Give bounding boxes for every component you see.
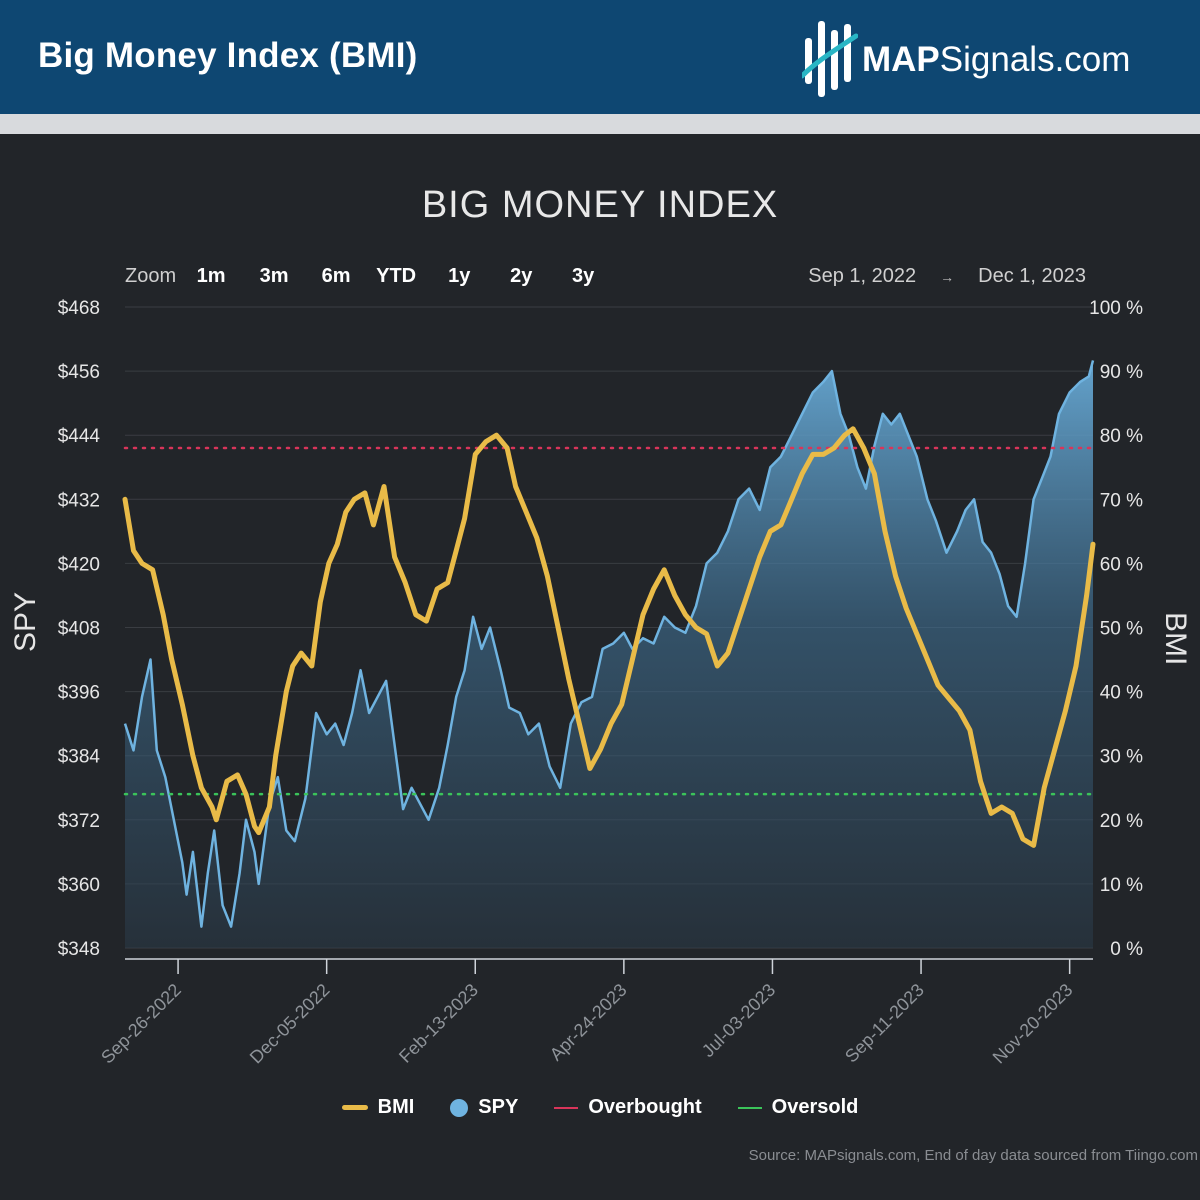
range-start-input[interactable]: Sep 1, 2022 [808, 265, 917, 287]
source-note: Source: MAPsignals.com, End of day data … [748, 1147, 1198, 1164]
date-range-selector: Sep 1, 2022 → Dec 1, 2023 [808, 265, 1086, 288]
zoom-3y-button[interactable]: 3y [572, 265, 595, 287]
y-left-tick-label: $432 [58, 490, 100, 511]
y-right-ticks: 0 % 10 % 20 % 30 % 40 % 50 % 60 % 70 % 80 % 90 % 1… [1089, 298, 1143, 960]
spy-series-line [123, 360, 1095, 928]
y-right-tick-label: 90 % [1100, 362, 1143, 383]
zoom-controls: Zoom 1m 3m 6m YTD 1y 2y 3y [125, 265, 595, 288]
y-right-tick-label: 70 % [1100, 490, 1143, 511]
x-tick-label: Sep-26-2022 [97, 980, 185, 1068]
zoom-ytd-button[interactable]: YTD [376, 265, 417, 287]
y-right-tick-label: 60 % [1100, 554, 1143, 575]
header-bar: Big Money Index (BMI) MAPSignals.com [0, 0, 1200, 114]
y-right-tick-label: 30 % [1100, 747, 1143, 768]
y-left-tick-label: $408 [58, 619, 100, 640]
legend-swatch-overbought [554, 1106, 579, 1109]
y-left-tick-label: $444 [58, 426, 101, 447]
y-left-tick-label: $360 [58, 875, 100, 896]
zoom-2y-button[interactable]: 2y [510, 265, 533, 287]
legend: BMI SPY Overbought Oversold [0, 1096, 1200, 1119]
x-tick-label: Dec-05-2022 [246, 980, 334, 1068]
y-left-tick-label: $372 [58, 811, 100, 832]
chart-title: BIG MONEY INDEX [421, 184, 779, 226]
legend-swatch-spy [450, 1098, 469, 1117]
y-right-tick-label: 0 % [1110, 939, 1143, 960]
legend-label-bmi: BMI [377, 1096, 415, 1118]
x-tick-label: Feb-13-2023 [395, 980, 482, 1067]
y-left-tick-label: $420 [58, 554, 100, 575]
legend-item-bmi[interactable]: BMI [341, 1096, 415, 1119]
legend-label-oversold: Oversold [771, 1096, 859, 1118]
y-right-tick-label: 40 % [1100, 683, 1143, 704]
zoom-3m-button[interactable]: 3m [259, 265, 289, 287]
y-right-tick-label: 100 % [1089, 298, 1143, 319]
x-tick-label: Jul-03-2023 [698, 980, 779, 1061]
y-left-tick-label: $456 [58, 362, 100, 383]
y-left-ticks: $348 $360 $372 $384 $396 $408 $420 $432 $444 $456… [58, 298, 101, 960]
y-right-tick-label: 20 % [1100, 811, 1143, 832]
y-left-tick-label: $384 [58, 747, 101, 768]
x-tick-label: Sep-11-2023 [841, 980, 928, 1067]
mapsignals-logo-icon [802, 21, 858, 97]
spy-area [125, 360, 1093, 948]
legend-item-overbought[interactable]: Overbought [554, 1096, 702, 1119]
threshold-lines [123, 446, 1095, 796]
y-right-tick-label: 50 % [1100, 619, 1143, 640]
y-right-tick-label: 10 % [1100, 875, 1143, 896]
y-right-axis-title: BMI [1159, 612, 1192, 666]
y-right-tick-label: 80 % [1100, 426, 1143, 447]
zoom-1m-button[interactable]: 1m [196, 265, 226, 287]
x-tick-label: Nov-20-2023 [989, 980, 1077, 1068]
brand-name: MAPSignals.com [862, 40, 1130, 80]
zoom-label: Zoom [125, 265, 177, 287]
x-tick-label: Apr-24-2023 [546, 980, 631, 1065]
header-divider [0, 114, 1200, 134]
legend-item-spy[interactable]: SPY [450, 1096, 518, 1119]
legend-label-spy: SPY [478, 1096, 519, 1118]
x-axis: Sep-26-2022 Dec-05-2022 Feb-13-2023 Apr-24-… [97, 958, 1093, 1068]
brand-logo: MAPSignals.com [802, 18, 1162, 98]
brand-name-rest: Signals.com [939, 40, 1131, 79]
y-left-tick-label: $348 [58, 939, 100, 960]
y-left-tick-label: $396 [58, 683, 100, 704]
y-left-tick-label: $468 [58, 298, 100, 319]
legend-swatch-oversold [737, 1106, 762, 1109]
bmi-series-line [122, 426, 1096, 848]
brand-name-bold: MAP [862, 40, 940, 79]
y-left-axis-title: SPY [9, 591, 42, 652]
zoom-6m-button[interactable]: 6m [321, 265, 351, 287]
legend-label-overbought: Overbought [588, 1096, 702, 1118]
zoom-1y-button[interactable]: 1y [448, 265, 471, 287]
range-end-input[interactable]: Dec 1, 2023 [978, 265, 1086, 287]
legend-item-oversold[interactable]: Oversold [737, 1096, 859, 1119]
arrow-right-icon: → [940, 268, 955, 285]
page-title: Big Money Index (BMI) [38, 36, 418, 75]
legend-swatch-bmi [341, 1105, 368, 1110]
